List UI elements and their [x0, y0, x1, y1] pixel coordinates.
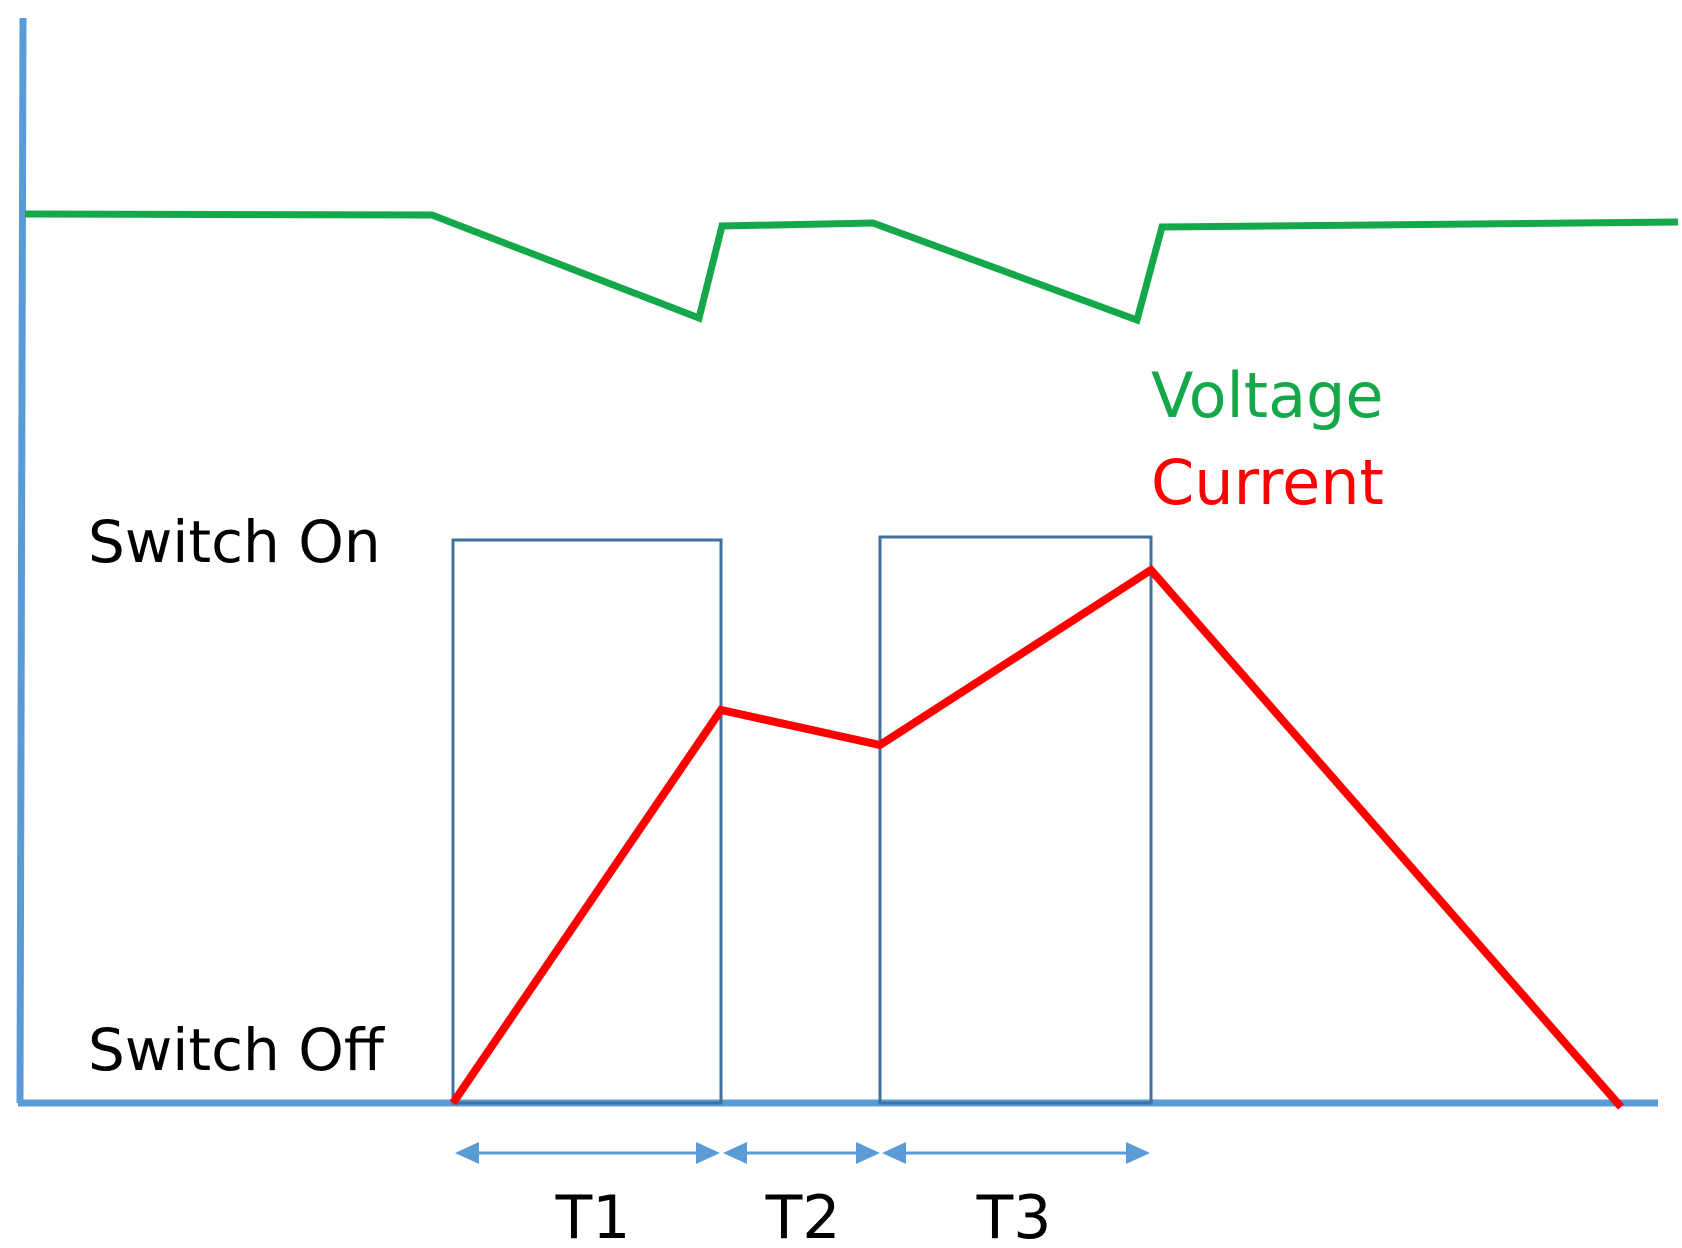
- switch-off-label: Switch Off: [88, 1016, 386, 1084]
- period-label-t3: T3: [976, 1183, 1052, 1248]
- switch-on-box-t3: [878, 535, 1153, 1105]
- period-arrows: [455, 1142, 1150, 1164]
- voltage-line: [24, 210, 1679, 325]
- legend-voltage: Voltage: [1151, 359, 1384, 432]
- period-label-t2: T2: [765, 1183, 841, 1248]
- arrow-t2: [723, 1142, 880, 1164]
- arrow-t3: [882, 1142, 1150, 1164]
- switch-on-label: Switch On: [88, 508, 381, 576]
- current-line: [449, 564, 1625, 1110]
- period-label-t1: T1: [555, 1183, 631, 1248]
- legend-current: Current: [1151, 446, 1384, 519]
- arrow-t1: [455, 1142, 720, 1164]
- switch-on-box-t1: [451, 538, 723, 1105]
- y-axis: [16, 17, 27, 1104]
